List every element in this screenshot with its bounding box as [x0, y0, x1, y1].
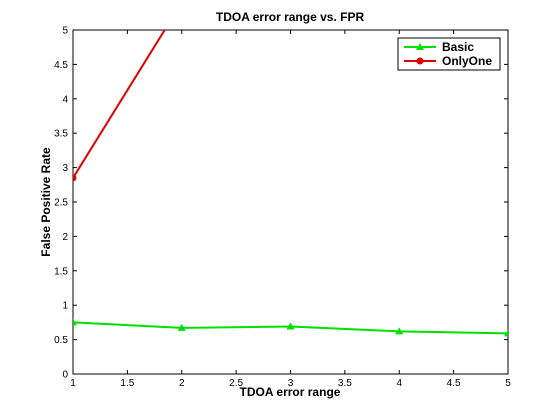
legend-label-onlyone: OnlyOne [442, 54, 492, 68]
chart-title: TDOA error range vs. FPR [216, 10, 365, 24]
x-tick-label: 1.5 [120, 378, 134, 389]
data-point-basic [73, 318, 77, 326]
x-tick-label: 3.5 [338, 378, 352, 389]
legend-label-basic: Basic [442, 40, 474, 54]
data-point-basic [504, 329, 508, 337]
data-point-basic [177, 323, 186, 331]
data-point-onlyone [73, 174, 77, 182]
legend-box [397, 37, 501, 71]
x-axis-label: TDOA error range [240, 385, 341, 399]
axis-ticks [72, 29, 509, 375]
y-tick-label: 0 [62, 370, 68, 381]
x-tick-label: 1 [70, 378, 76, 389]
y-tick-label: 3 [62, 163, 68, 174]
x-tick-label: 2.5 [229, 378, 243, 389]
data-point-onlyone [178, 0, 185, 6]
legend-marker-basic [416, 43, 424, 50]
y-tick-label: 0.5 [54, 335, 68, 346]
y-tick-label: 5 [62, 26, 68, 37]
legend: Basic OnlyOne [397, 37, 501, 71]
plot-area [72, 29, 509, 375]
x-tick-label: 4.5 [447, 378, 461, 389]
y-tick-label: 2.5 [54, 198, 68, 209]
x-tick-label: 2 [179, 378, 185, 389]
y-tick-label: 4.5 [54, 60, 68, 71]
series-line-onlyone [73, 30, 166, 179]
y-axis-label: False Positive Rate [39, 147, 53, 257]
x-tick-label: 5 [505, 378, 511, 389]
y-tick-label: 3.5 [54, 129, 68, 140]
axis-tick-labels: 1 1.5 2 2.5 3 3.5 4 4.5 5 0 0.5 1 1.5 2 2.5 3 3.5 4 4.5 5 [54, 26, 511, 390]
x-tick-label: 3 [288, 378, 294, 389]
data-point-basic [286, 322, 295, 330]
legend-marker-onlyone [416, 57, 424, 65]
y-tick-label: 1.5 [54, 266, 68, 277]
y-tick-label: 4 [62, 94, 68, 105]
x-tick-label: 4 [396, 378, 402, 389]
y-tick-label: 1 [62, 301, 68, 312]
y-tick-label: 2 [62, 232, 68, 243]
data-point-basic [395, 327, 404, 335]
series-layer [73, 0, 508, 337]
